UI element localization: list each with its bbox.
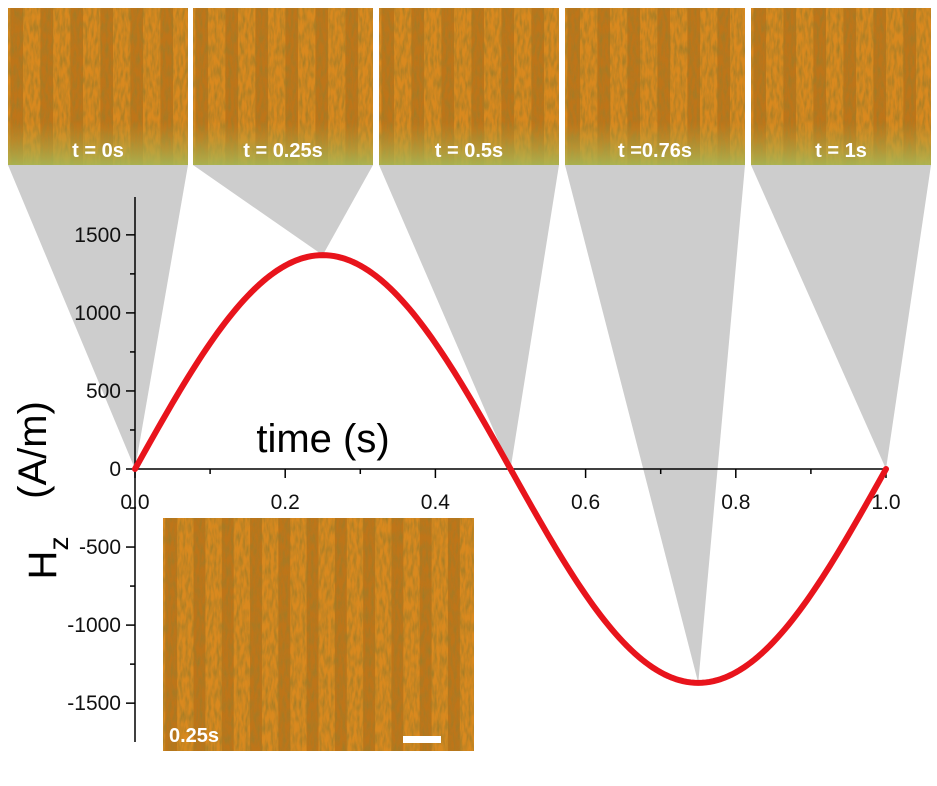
snapshot-panel <box>8 8 188 165</box>
callout-wedges <box>8 165 931 683</box>
callout-wedge <box>193 165 373 256</box>
snapshot-panel <box>751 8 931 165</box>
x-tick-label: 0.4 <box>421 491 451 514</box>
callout-wedge <box>751 165 931 469</box>
y-ticks: -1500 -1000 -500 0 500 1000 1500 <box>67 224 135 715</box>
y-axis-title-unit: (A/m) <box>11 401 55 499</box>
inset-micrograph: 0.25s <box>163 518 474 751</box>
x-tick-label: 0.0 <box>120 491 149 514</box>
y-tick-label: -1500 <box>67 692 121 715</box>
snapshot-label: t = 0.25s <box>243 140 323 162</box>
snapshot-panels: t = 0s t = 0.25s t = 0.5s t =0.76s t = 1s <box>8 8 931 165</box>
snapshot-label: t =0.76s <box>618 140 692 162</box>
y-tick-label: 0 <box>109 458 121 481</box>
x-tick-label: 0.6 <box>571 491 600 514</box>
snapshot-panel <box>379 8 559 165</box>
x-axis-title: time (s) <box>256 417 389 461</box>
y-tick-label: 500 <box>86 380 121 403</box>
y-tick-label: 1500 <box>74 224 121 247</box>
scale-bar <box>403 736 441 743</box>
snapshot-label: t = 0s <box>72 140 124 162</box>
y-tick-label: 1000 <box>74 302 121 325</box>
callout-wedge <box>8 165 188 469</box>
snapshot-label: t = 1s <box>815 140 867 162</box>
inset-image <box>163 518 474 751</box>
snapshot-panel <box>193 8 373 165</box>
y-axis-title-symbol: H <box>21 551 65 580</box>
x-tick-label: 0.8 <box>721 491 750 514</box>
snapshot-label: t = 0.5s <box>435 140 503 162</box>
series-line-hz <box>132 252 889 686</box>
y-tick-label: -1000 <box>67 614 121 637</box>
x-ticks: 0.0 0.2 0.4 0.6 0.8 1.0 <box>120 469 901 514</box>
callout-wedge <box>565 165 745 683</box>
y-tick-label: -500 <box>79 536 121 559</box>
svg-text:Hz(A/m): Hz (A/m) <box>11 401 74 579</box>
x-tick-label: 0.2 <box>271 491 300 514</box>
callout-wedge <box>379 165 559 469</box>
x-tick-label: 1.0 <box>871 491 900 514</box>
y-axis-title: Hz (A/m) <box>11 401 74 579</box>
snapshot-panel <box>565 8 745 165</box>
inset-label: 0.25s <box>169 725 219 747</box>
y-axis-title-subscript: z <box>43 537 74 551</box>
